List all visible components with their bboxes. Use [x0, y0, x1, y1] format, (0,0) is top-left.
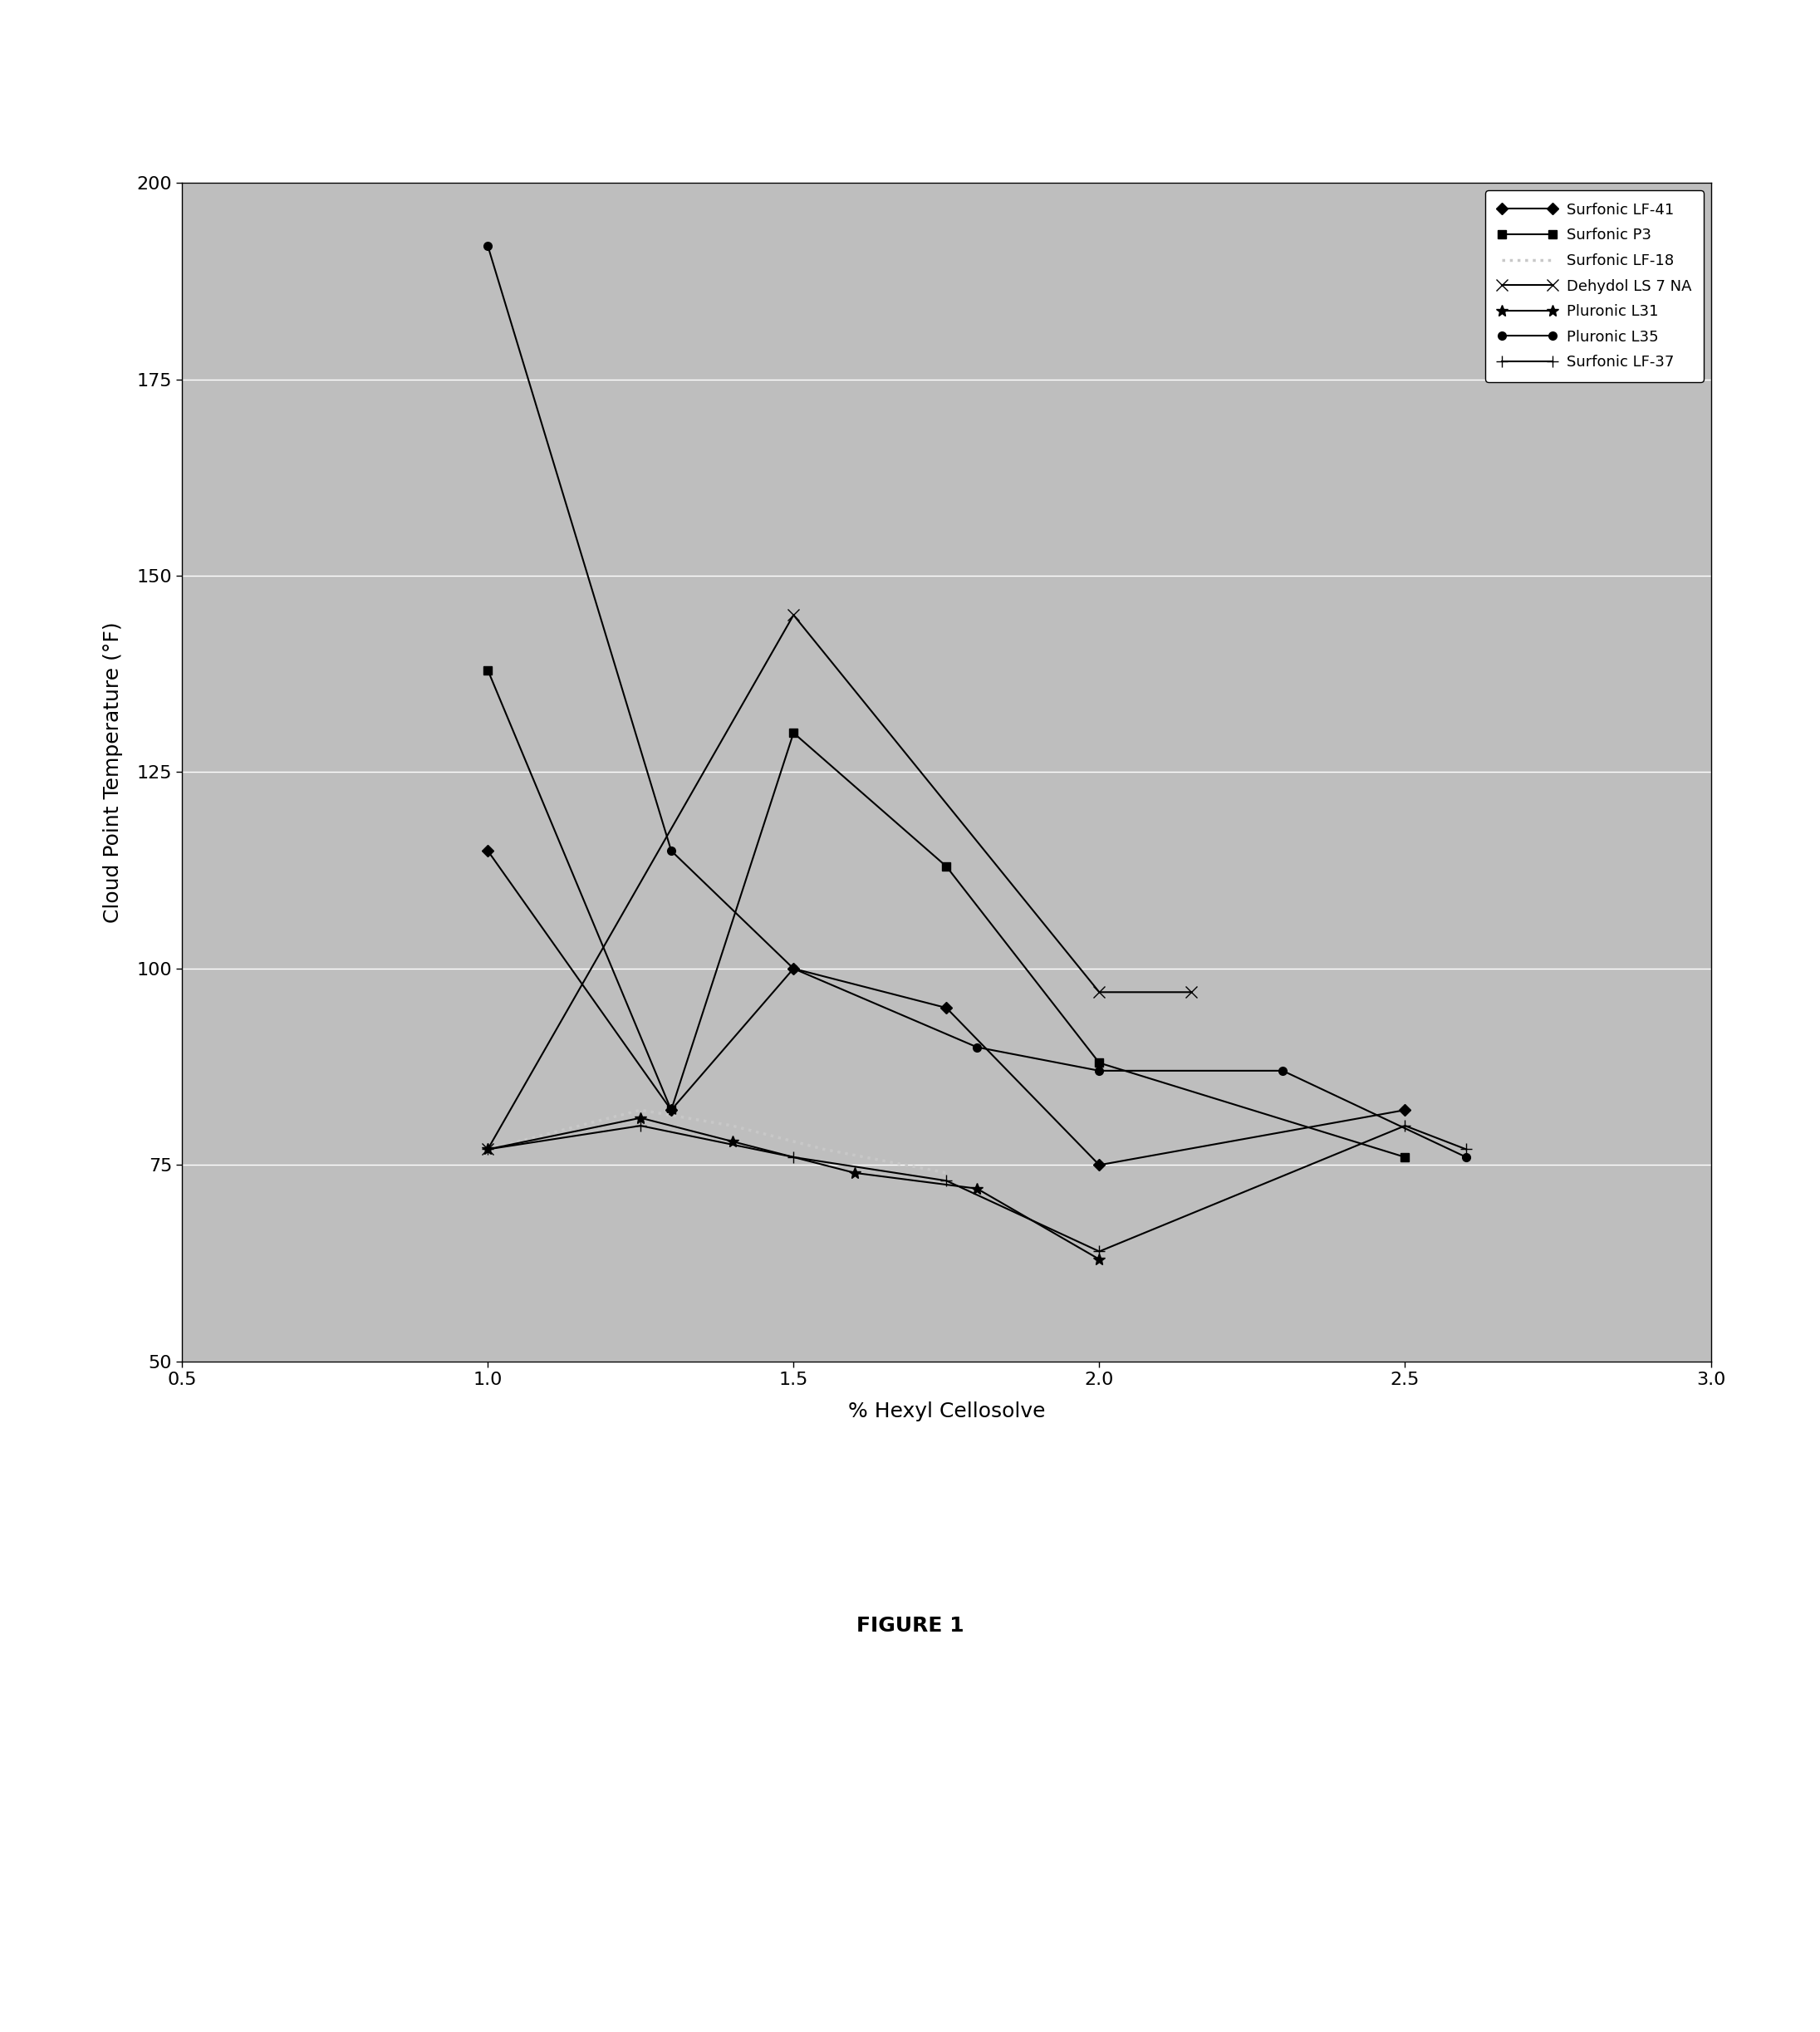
Pluronic L31: [966, 1177, 988, 1201]
Surfonic LF-18: [814, 1138, 835, 1162]
Pluronic L35: [1456, 1144, 1478, 1168]
Y-axis label: Cloud Point Temperature (°F): Cloud Point Temperature (°F): [104, 622, 124, 923]
Pluronic L31: [477, 1138, 499, 1162]
Surfonic P3: [783, 721, 804, 746]
Pluronic L35: [966, 1034, 988, 1059]
Legend: Surfonic LF-41, Surfonic P3, Surfonic LF-18, Dehydol LS 7 NA, Pluronic L31, Plur: Surfonic LF-41, Surfonic P3, Surfonic LF…: [1485, 191, 1704, 382]
Surfonic P3: [935, 853, 957, 878]
Line: Surfonic P3: Surfonic P3: [484, 666, 1409, 1160]
Surfonic LF-37: [1088, 1240, 1110, 1264]
Surfonic LF-37: [477, 1138, 499, 1162]
Surfonic P3: [1088, 1051, 1110, 1075]
Surfonic LF-41: [783, 957, 804, 981]
Line: Surfonic LF-18: Surfonic LF-18: [488, 1109, 946, 1172]
Line: Pluronic L31: Pluronic L31: [482, 1112, 1105, 1266]
Surfonic LF-37: [1394, 1114, 1416, 1138]
Line: Surfonic LF-37: Surfonic LF-37: [482, 1120, 1472, 1258]
Pluronic L31: [1088, 1248, 1110, 1272]
Text: FIGURE 1: FIGURE 1: [855, 1615, 965, 1636]
Pluronic L31: [844, 1160, 866, 1185]
Surfonic LF-37: [630, 1114, 652, 1138]
Dehydol LS 7 NA: [477, 1138, 499, 1162]
Surfonic LF-41: [1394, 1097, 1416, 1122]
Dehydol LS 7 NA: [1179, 979, 1201, 1004]
Surfonic LF-18: [721, 1114, 743, 1138]
Surfonic LF-41: [935, 996, 957, 1020]
Pluronic L35: [477, 234, 499, 258]
Line: Dehydol LS 7 NA: Dehydol LS 7 NA: [482, 610, 1198, 1154]
Pluronic L35: [1272, 1059, 1294, 1083]
Surfonic P3: [1394, 1144, 1416, 1168]
Pluronic L35: [661, 839, 682, 864]
Pluronic L31: [721, 1130, 743, 1154]
Surfonic P3: [477, 658, 499, 683]
Line: Pluronic L35: Pluronic L35: [484, 242, 1471, 1160]
Pluronic L31: [630, 1105, 652, 1130]
Surfonic LF-37: [783, 1144, 804, 1168]
Surfonic LF-41: [477, 839, 499, 864]
X-axis label: % Hexyl Cellosolve: % Hexyl Cellosolve: [848, 1402, 1045, 1422]
Surfonic LF-18: [630, 1097, 652, 1122]
Line: Surfonic LF-41: Surfonic LF-41: [484, 847, 1409, 1168]
Dehydol LS 7 NA: [783, 604, 804, 628]
Surfonic LF-41: [661, 1097, 682, 1122]
Pluronic L35: [1088, 1059, 1110, 1083]
Surfonic LF-18: [477, 1138, 499, 1162]
Surfonic LF-37: [1456, 1138, 1478, 1162]
Dehydol LS 7 NA: [1088, 979, 1110, 1004]
Surfonic LF-18: [935, 1160, 957, 1185]
Surfonic LF-41: [1088, 1152, 1110, 1177]
Pluronic L35: [783, 957, 804, 981]
Surfonic P3: [661, 1097, 682, 1122]
Surfonic LF-37: [935, 1168, 957, 1193]
